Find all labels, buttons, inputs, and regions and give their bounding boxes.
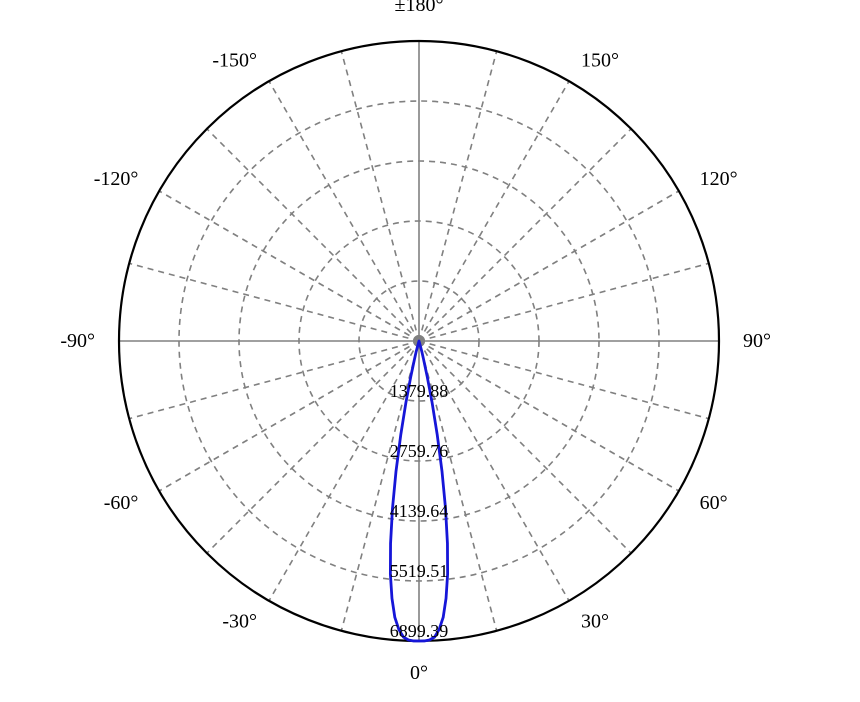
angle-label: ±180° xyxy=(395,0,444,16)
angle-label: -150° xyxy=(212,49,257,71)
angle-label: 120° xyxy=(700,168,738,190)
angle-label: 0° xyxy=(410,662,428,684)
angle-label: 30° xyxy=(581,611,609,633)
angle-label: -60° xyxy=(104,492,139,514)
polar-chart: 1379.88 2759.76 4139.64 5519.51 6899.39 ±180… xyxy=(0,0,860,702)
angle-label: 150° xyxy=(581,49,619,71)
angle-label: 60° xyxy=(700,492,728,514)
angle-label: -90° xyxy=(60,330,95,352)
radial-label: 6899.39 xyxy=(390,621,449,641)
radial-label: 4139.64 xyxy=(390,501,449,521)
radial-label: 5519.51 xyxy=(390,561,449,581)
radial-label: 1379.88 xyxy=(390,381,449,401)
angle-label: -120° xyxy=(94,168,139,190)
angle-label: 90° xyxy=(743,330,771,352)
radial-label: 2759.76 xyxy=(390,441,449,461)
angle-label: -30° xyxy=(222,611,257,633)
